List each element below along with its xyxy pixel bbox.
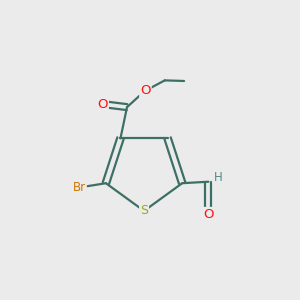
Text: H: H: [214, 171, 222, 184]
Text: S: S: [140, 204, 148, 218]
Text: Br: Br: [73, 181, 86, 194]
Text: O: O: [98, 98, 108, 111]
Text: O: O: [203, 208, 214, 221]
Text: O: O: [140, 84, 151, 97]
